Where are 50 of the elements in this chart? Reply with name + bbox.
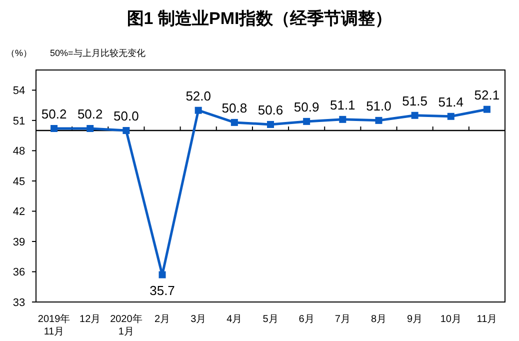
data-label: 50.6 bbox=[258, 102, 284, 118]
point bbox=[375, 116, 382, 124]
data-label: 51.4 bbox=[438, 94, 464, 110]
x-tick-label: 7月 bbox=[334, 314, 350, 325]
data-label: 52.0 bbox=[186, 88, 211, 104]
data-label: 50.0 bbox=[114, 108, 139, 124]
data-label: 51.1 bbox=[330, 97, 356, 112]
point bbox=[339, 116, 346, 123]
x-tick-label: 6月 bbox=[298, 314, 314, 325]
point bbox=[230, 118, 238, 126]
point bbox=[194, 106, 202, 114]
data-label: 50.8 bbox=[222, 100, 248, 116]
x-tick-label: 2月 bbox=[154, 314, 170, 325]
point bbox=[447, 112, 454, 120]
y-tick-label: 45 bbox=[12, 176, 26, 188]
x-tick-label: 5月 bbox=[262, 314, 278, 325]
text: 50%=与上月比较无变化 bbox=[50, 48, 146, 58]
y-axis-title: （%） bbox=[6, 48, 32, 58]
y-tick-label: 48 bbox=[12, 146, 26, 158]
x-tick-label: 4月 bbox=[226, 314, 242, 325]
point bbox=[122, 127, 130, 134]
data-label: 50.2 bbox=[41, 106, 67, 122]
data-label: 52.1 bbox=[474, 87, 500, 102]
data-label: 35.7 bbox=[150, 282, 175, 298]
y-tick-label: 36 bbox=[12, 266, 26, 279]
x-tick-label: 2019年 11月 bbox=[38, 313, 70, 338]
point bbox=[483, 106, 490, 113]
x-tick-label: 11月 bbox=[476, 314, 498, 325]
data-label: 51.0 bbox=[366, 98, 392, 114]
point bbox=[411, 112, 418, 119]
y-tick-label: 39 bbox=[12, 236, 26, 248]
point bbox=[86, 125, 94, 132]
data-label: 50.9 bbox=[294, 99, 320, 114]
data-label: 50.2 bbox=[77, 106, 103, 122]
y-tick-label: 42 bbox=[12, 206, 26, 218]
y-tick-label: 33 bbox=[12, 297, 26, 309]
y-tick-label: 51 bbox=[12, 115, 26, 128]
x-tick-label: 3月 bbox=[190, 314, 206, 325]
data-label: 51.5 bbox=[402, 93, 428, 108]
y-tick-label: 54 bbox=[12, 85, 26, 98]
x-tick-label: 8月 bbox=[370, 314, 387, 325]
x-tick-label: 2020年 1月 bbox=[110, 313, 142, 338]
chart-title: 图1 制造业PMI指数（经季节调整） bbox=[126, 9, 392, 28]
x-tick-label: 9月 bbox=[407, 314, 423, 325]
point bbox=[158, 271, 166, 278]
x-tick-label: 12月 bbox=[80, 314, 101, 325]
point bbox=[303, 118, 310, 125]
point bbox=[267, 120, 274, 128]
point bbox=[50, 125, 58, 132]
x-tick-label: 10月 bbox=[440, 314, 462, 325]
